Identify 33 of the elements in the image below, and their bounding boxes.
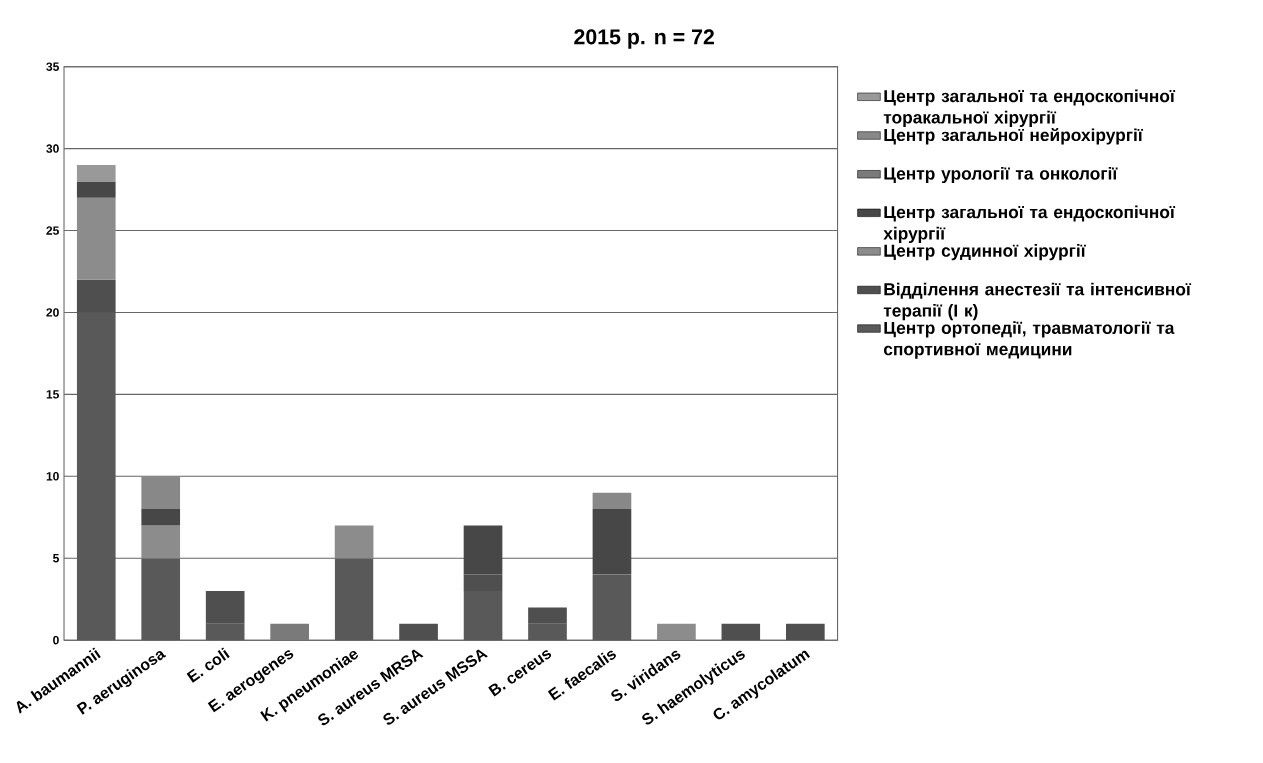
legend-label: Центр загальної нейрохірургії [884,128,1144,145]
y-tick-label: 35 [46,62,59,71]
bar [785,623,825,641]
legend-label: Центр загальної та ендоскопічної хірургії [883,205,1176,244]
y-tick-label: 20 [46,308,59,317]
y-tick-label: 30 [46,144,59,153]
y-tick-label: 15 [46,390,59,399]
chart-title: 2015 р. n = 72 [574,29,714,49]
legend-label: Центр загальної та ендоскопічної торакальної хірургії [883,89,1176,128]
bar [334,558,374,641]
bar [721,623,761,641]
bar [141,525,181,559]
bar [141,476,181,510]
bar [141,509,181,526]
bar [592,492,632,510]
bar [399,623,438,641]
y-tick-label: 0 [53,635,59,645]
bar [76,197,116,280]
bar [592,509,632,575]
bar [592,574,632,641]
bar [334,525,374,559]
bar [270,623,309,641]
bar [657,623,696,641]
y-tick-label: 10 [46,472,59,481]
bar [76,181,116,198]
y-tick-label: 25 [46,226,59,235]
legend-label: Відділення анестезії та інтенсивної терапії (І к) [883,282,1192,321]
bar [76,165,116,182]
y-tick-label: 5 [53,554,59,563]
legend-label: Центр судинної хірургії [884,244,1086,261]
bar [141,558,181,641]
legend-label: Центр ортопедії, травматології та спортивної медицини [883,321,1175,359]
legend-label: Центр урології та онкології [884,167,1118,184]
